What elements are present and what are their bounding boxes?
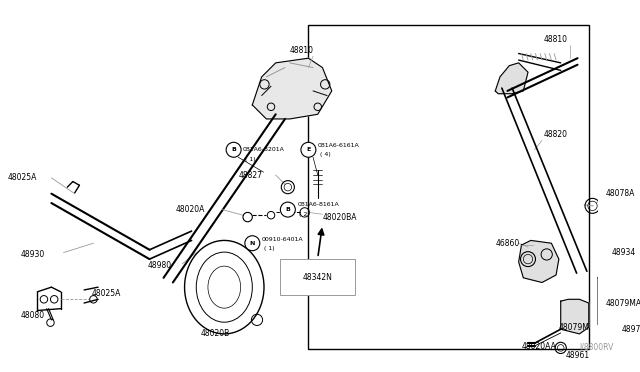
Polygon shape [518, 240, 559, 282]
Text: 48020BA: 48020BA [323, 212, 357, 222]
Text: 48970: 48970 [621, 325, 640, 334]
Text: 48020AA: 48020AA [522, 341, 556, 350]
Polygon shape [252, 58, 332, 119]
Text: 48078A: 48078A [605, 189, 635, 198]
Text: ( 1): ( 1) [264, 246, 274, 251]
Text: 081A6-8161A: 081A6-8161A [297, 202, 339, 208]
Text: N: N [250, 241, 255, 246]
Text: 48025A: 48025A [8, 173, 37, 182]
Text: 48079M: 48079M [559, 323, 589, 332]
Text: 48810: 48810 [290, 46, 314, 55]
Text: 48020A: 48020A [176, 205, 205, 214]
Text: 48025A: 48025A [92, 289, 121, 298]
Text: 00910-6401A: 00910-6401A [262, 237, 303, 242]
Polygon shape [624, 315, 640, 350]
Polygon shape [561, 299, 589, 334]
Text: 48934: 48934 [612, 248, 636, 257]
Bar [280, 259, 355, 295]
Polygon shape [598, 275, 621, 329]
Text: B: B [285, 207, 291, 212]
Text: ( 4): ( 4) [319, 152, 330, 157]
Text: E: E [307, 147, 310, 152]
Text: B: B [231, 147, 236, 152]
Text: 081A6-8201A: 081A6-8201A [243, 147, 285, 152]
Text: 48342N: 48342N [303, 273, 333, 282]
Text: 48827: 48827 [238, 170, 262, 180]
Text: 48930: 48930 [20, 250, 45, 259]
Text: 48080: 48080 [20, 311, 45, 320]
Polygon shape [495, 63, 528, 94]
Text: 48079MA: 48079MA [605, 299, 640, 308]
Text: 48980: 48980 [148, 261, 172, 270]
Text: 48820: 48820 [544, 130, 568, 140]
Text: J/8800RV: J/8800RV [579, 343, 614, 352]
Text: ( 2): ( 2) [299, 212, 310, 217]
Text: 48961: 48961 [565, 351, 589, 360]
Text: 081A6-6161A: 081A6-6161A [317, 142, 360, 148]
Circle shape [301, 142, 316, 157]
Text: 46860: 46860 [495, 239, 520, 248]
Bar [308, 25, 589, 349]
Circle shape [245, 236, 260, 251]
Circle shape [280, 202, 295, 217]
Circle shape [226, 142, 241, 157]
Text: 48020B: 48020B [201, 329, 230, 339]
Text: 48810: 48810 [544, 35, 568, 44]
Text: ( 1): ( 1) [245, 157, 255, 161]
